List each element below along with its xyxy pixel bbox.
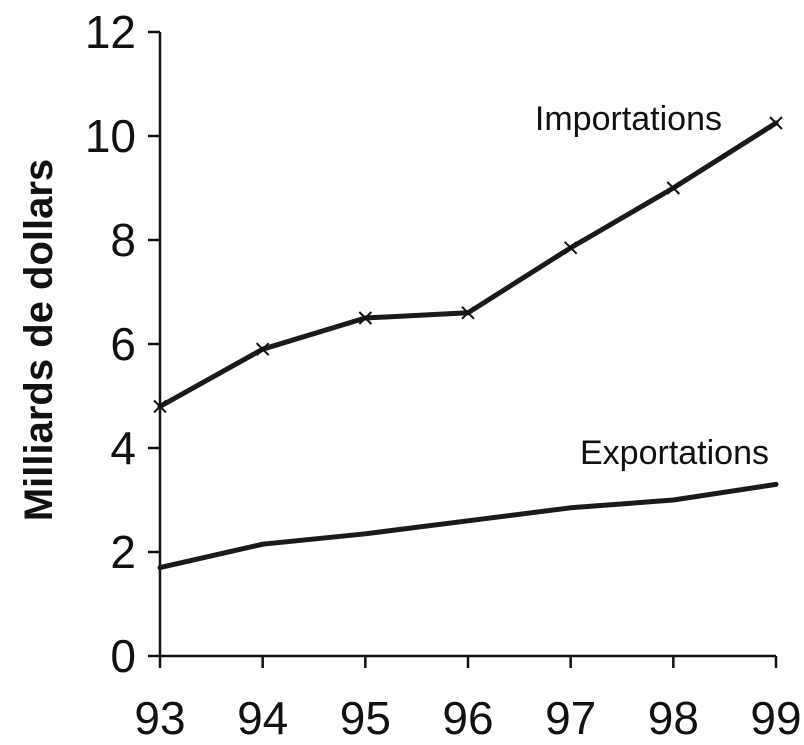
y-tick-label: 6 <box>110 318 136 370</box>
y-tick-label: 4 <box>110 422 136 474</box>
y-axis-title: Milliards de dollars <box>17 159 61 521</box>
x-tick-label: 98 <box>648 692 699 744</box>
data-point-marker <box>769 116 783 130</box>
data-point-marker <box>461 306 475 320</box>
x-tick-label: 94 <box>237 692 288 744</box>
x-tick-label: 97 <box>545 692 596 744</box>
y-ticks: 0 2 4 6 8 10 12 <box>85 6 160 682</box>
y-tick-label: 12 <box>85 6 136 58</box>
series-label-importations: Importations <box>535 100 722 138</box>
x-tick-label: 99 <box>750 692 801 744</box>
y-tick-label: 2 <box>110 526 136 578</box>
series-line-exportations <box>157 481 779 571</box>
x-ticks: 93 94 95 96 97 98 99 <box>134 656 802 744</box>
data-point-marker <box>153 399 167 414</box>
series-lines <box>157 120 779 571</box>
y-tick-label: 0 <box>110 630 136 682</box>
series-markers <box>153 116 783 414</box>
data-point-marker <box>666 181 681 195</box>
data-point-marker <box>563 241 578 255</box>
data-point-marker <box>255 342 270 356</box>
x-tick-label: 96 <box>442 692 493 744</box>
series-label-exportations: Exportations <box>580 434 769 472</box>
x-tick-label: 93 <box>134 692 185 744</box>
data-point-marker <box>358 311 373 325</box>
x-tick-label: 95 <box>340 692 391 744</box>
series-labels: Importations Exportations <box>535 100 769 472</box>
y-tick-label: 8 <box>110 214 136 266</box>
y-tick-label: 10 <box>85 110 136 162</box>
series-line-importations <box>157 120 779 409</box>
